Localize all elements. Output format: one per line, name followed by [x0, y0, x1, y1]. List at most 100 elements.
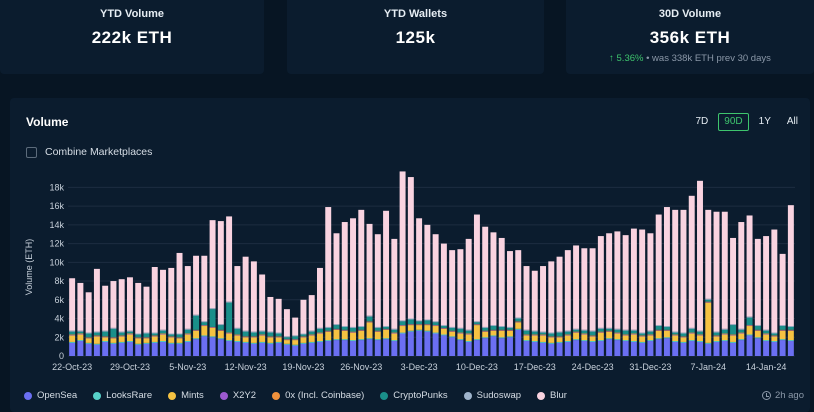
bar-segment-cryptopunks — [226, 302, 233, 333]
bar-segment-blur — [102, 285, 109, 331]
bar-segment-looksrare — [151, 341, 158, 343]
bar-segment-blur — [581, 248, 588, 330]
bar-segment-sudoswap — [672, 331, 679, 333]
legend-item-0x[interactable]: 0x (Incl. Coinbase) — [272, 390, 364, 401]
bar-segment-looksrare — [713, 341, 720, 342]
checkbox[interactable] — [26, 146, 37, 158]
bar-segment-cryptopunks — [630, 330, 637, 334]
bar-segment-sudoswap — [647, 330, 654, 332]
bar-segment-cryptopunks — [407, 319, 414, 325]
bar-segment-looksrare — [432, 332, 439, 334]
bar-segment-mints — [763, 334, 770, 341]
bar-segment-cryptopunks — [548, 333, 555, 337]
range-tab-1y[interactable]: 1Y — [758, 116, 771, 127]
bar-segment-opensea — [597, 341, 604, 356]
y-tick-label: 16k — [49, 201, 64, 211]
bar-segment-opensea — [730, 342, 737, 356]
bar-segment-sudoswap — [622, 329, 629, 331]
bar-segment-opensea — [160, 341, 166, 356]
bar-segment-sudoswap — [85, 332, 92, 334]
legend-dot — [93, 391, 102, 400]
bar-segment-mints — [482, 331, 489, 338]
bar-segment-mints — [515, 322, 522, 329]
bar-segment-opensea — [465, 341, 472, 356]
bar-segment-looksrare — [118, 341, 125, 343]
updated-text: 2h ago — [774, 390, 804, 401]
bar-segment-looksrare — [697, 341, 703, 342]
bar-segment-sudoswap — [655, 325, 662, 327]
bar-segment-blur — [226, 216, 233, 302]
bar-segment-blur — [730, 237, 737, 325]
legend-item-looksrare[interactable]: LooksRare — [93, 390, 152, 401]
bar-segment-cryptopunks — [597, 328, 604, 332]
bar-segment-sudoswap — [350, 326, 356, 328]
bar-segment-opensea — [639, 342, 646, 356]
bar-segment-cryptopunks — [515, 318, 522, 322]
bar-segment-looksrare — [316, 341, 323, 342]
bar-segment-blur — [432, 234, 439, 322]
bar-segment-blur — [639, 229, 646, 333]
bar-segment-mints — [697, 335, 703, 342]
bar-segment-looksrare — [201, 335, 208, 337]
bar-segment-mints — [730, 335, 737, 342]
legend-dot — [24, 391, 32, 400]
legend-item-opensea[interactable]: OpenSea — [24, 390, 77, 401]
legend-label: CryptoPunks — [393, 390, 448, 401]
bar-segment-mints — [110, 338, 117, 343]
bar-segment-mints — [102, 337, 109, 342]
combine-marketplaces-toggle[interactable]: Combine Marketplaces — [26, 146, 152, 158]
bar-segment-sudoswap — [705, 298, 712, 300]
bar-segment-sudoswap — [482, 326, 489, 328]
bar-segment-looksrare — [110, 342, 117, 344]
bar-segment-looksrare — [160, 341, 166, 342]
bar-segment-cryptopunks — [647, 331, 654, 335]
bar-segment-sudoswap — [407, 318, 414, 320]
bar-segment-blur — [217, 221, 224, 325]
stat-value: 356k ETH — [649, 28, 731, 47]
bar-segment-cryptopunks — [730, 325, 737, 335]
bar-segment-sudoswap — [498, 326, 505, 327]
bar-segment-looksrare — [308, 341, 315, 343]
bar-segment-mints — [118, 336, 125, 342]
bar-segment-mints — [300, 337, 307, 343]
bar-segment-cryptopunks — [581, 330, 588, 334]
legend-item-sudoswap[interactable]: Sudoswap — [463, 390, 522, 401]
bar-segment-cryptopunks — [217, 325, 224, 330]
bar-segment-cryptopunks — [143, 333, 150, 338]
bar-segment-cryptopunks — [333, 325, 340, 329]
bar-segment-looksrare — [358, 339, 365, 341]
bar-segment-opensea — [383, 339, 390, 356]
legend-label: Sudoswap — [476, 390, 522, 401]
bar-segment-opensea — [69, 342, 76, 356]
legend-item-mints[interactable]: Mints — [168, 390, 204, 401]
range-tab-90d[interactable]: 90D — [718, 113, 749, 131]
bar-segment-cryptopunks — [754, 326, 761, 330]
bar-segment-cryptopunks — [416, 321, 423, 325]
bar-segment-sudoswap — [507, 326, 513, 328]
range-tab-all[interactable]: All — [786, 116, 798, 127]
legend-item-cryptopunks[interactable]: CryptoPunks — [380, 390, 448, 401]
bar-segment-mints — [787, 330, 794, 341]
bar-segment-opensea — [457, 340, 464, 356]
legend-dot — [537, 391, 546, 400]
bar-segment-cryptopunks — [242, 331, 249, 337]
bar-segment-cryptopunks — [473, 322, 480, 325]
bar-segment-cryptopunks — [449, 327, 456, 331]
bar-segment-blur — [721, 211, 728, 329]
bar-segment-sudoswap — [540, 331, 547, 333]
legend-item-x2y2[interactable]: X2Y2 — [219, 390, 256, 401]
range-tab-7d[interactable]: 7D — [695, 116, 709, 127]
bar-segment-blur — [531, 270, 538, 331]
bar-segment-looksrare — [672, 341, 679, 342]
bar-segment-cryptopunks — [688, 328, 695, 333]
bar-segment-cryptopunks — [366, 316, 373, 322]
bar-segment-mints — [614, 333, 621, 340]
bar-segment-opensea — [275, 342, 282, 356]
bar-segment-sudoswap — [77, 330, 84, 332]
bar-segment-mints — [184, 334, 191, 342]
legend-item-blur[interactable]: Blur — [537, 390, 567, 401]
bar-segment-mints — [126, 334, 133, 342]
bar-segment-mints — [498, 330, 505, 338]
bar-segment-sudoswap — [573, 328, 580, 330]
bar-segment-sudoswap — [308, 330, 315, 332]
